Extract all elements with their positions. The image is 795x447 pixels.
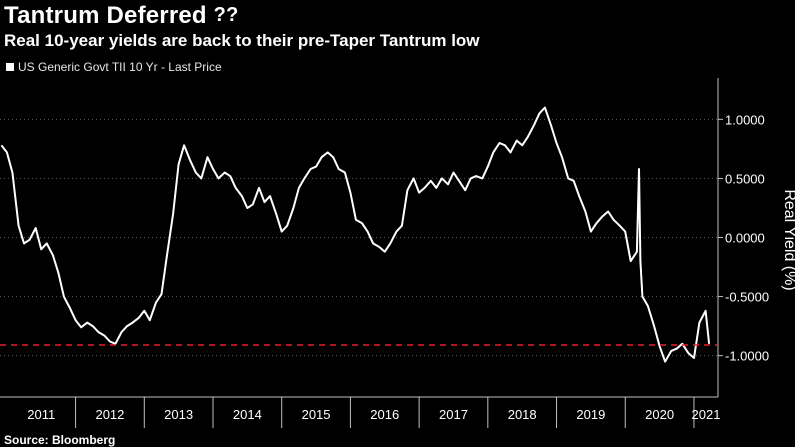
x-tick-label: 2021 xyxy=(692,407,721,422)
chart-subtitle: Real 10-year yields are back to their pr… xyxy=(4,31,480,50)
y-tick-label: -0.5000 xyxy=(725,290,769,305)
x-tick-label: 2019 xyxy=(576,407,605,422)
y-tick-label: -1.0000 xyxy=(725,349,769,364)
y-tick-label: 0.0000 xyxy=(725,231,765,246)
question-marks-icon: ?? xyxy=(213,4,239,26)
x-tick-label: 2015 xyxy=(302,407,331,422)
chart-title: Tantrum Deferred ?? xyxy=(4,2,239,30)
legend-label: US Generic Govt TII 10 Yr - Last Price xyxy=(18,60,222,74)
legend: US Generic Govt TII 10 Yr - Last Price xyxy=(6,60,222,74)
series-layer xyxy=(0,106,711,363)
x-tick-label: 2013 xyxy=(164,407,193,422)
x-tick-label: 2016 xyxy=(370,407,399,422)
y-axis: 1.0000 0.5000 0.0000 -0.5000 -1.0000 xyxy=(717,78,769,397)
x-tick-label: 2018 xyxy=(508,407,537,422)
chart-title-text: Tantrum Deferred xyxy=(4,2,207,29)
legend-swatch xyxy=(6,63,14,71)
y-tick-label: 1.0000 xyxy=(725,112,765,127)
series-line xyxy=(0,106,711,363)
x-tick-label: 2011 xyxy=(27,407,55,422)
grid-layer xyxy=(0,118,718,357)
x-tick-label: 2012 xyxy=(95,407,124,422)
y-axis-label: Real Yield (%) xyxy=(781,189,795,290)
source-note: Source: Bloomberg xyxy=(4,433,116,447)
x-tick-label: 2017 xyxy=(439,407,468,422)
x-axis: 2011 2012 2013 2014 2015 2016 2017 2018 2019 2020… xyxy=(0,396,721,428)
x-tick-label: 2020 xyxy=(645,407,674,422)
x-tick-label: 2014 xyxy=(233,407,262,422)
y-tick-label: 0.5000 xyxy=(725,171,765,186)
